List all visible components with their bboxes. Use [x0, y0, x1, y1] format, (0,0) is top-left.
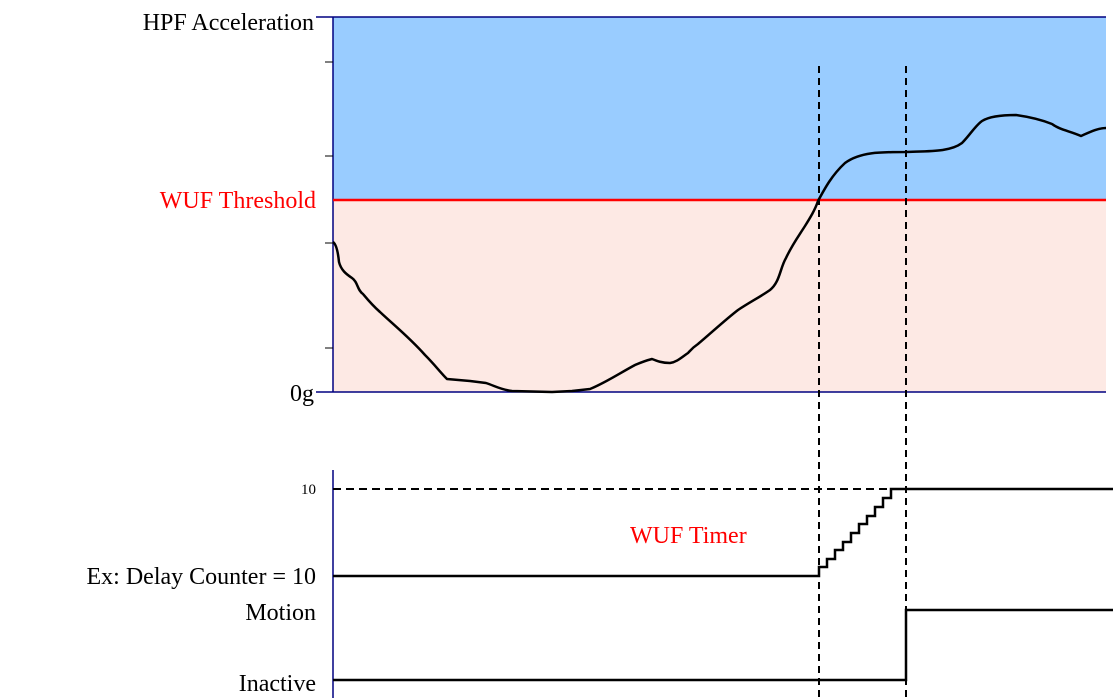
- delay-counter-label: Ex: Delay Counter = 10: [87, 564, 317, 590]
- y-axis-title: HPF Acceleration: [143, 10, 314, 36]
- acceleration-curve: [332, 113, 1107, 394]
- delay-counter-signal: [333, 487, 1113, 578]
- threshold-label: WUF Threshold: [160, 188, 316, 214]
- above-threshold-region: [333, 17, 1106, 200]
- wuf-timer-label: WUF Timer: [630, 523, 747, 549]
- below-threshold-region: [333, 200, 1106, 392]
- motion-state-signal: [333, 608, 1113, 682]
- zero-g-label: 0g: [290, 381, 314, 407]
- counter-max-label: 10: [301, 482, 316, 498]
- motion-label: Motion: [245, 600, 316, 626]
- inactive-label: Inactive: [239, 671, 316, 697]
